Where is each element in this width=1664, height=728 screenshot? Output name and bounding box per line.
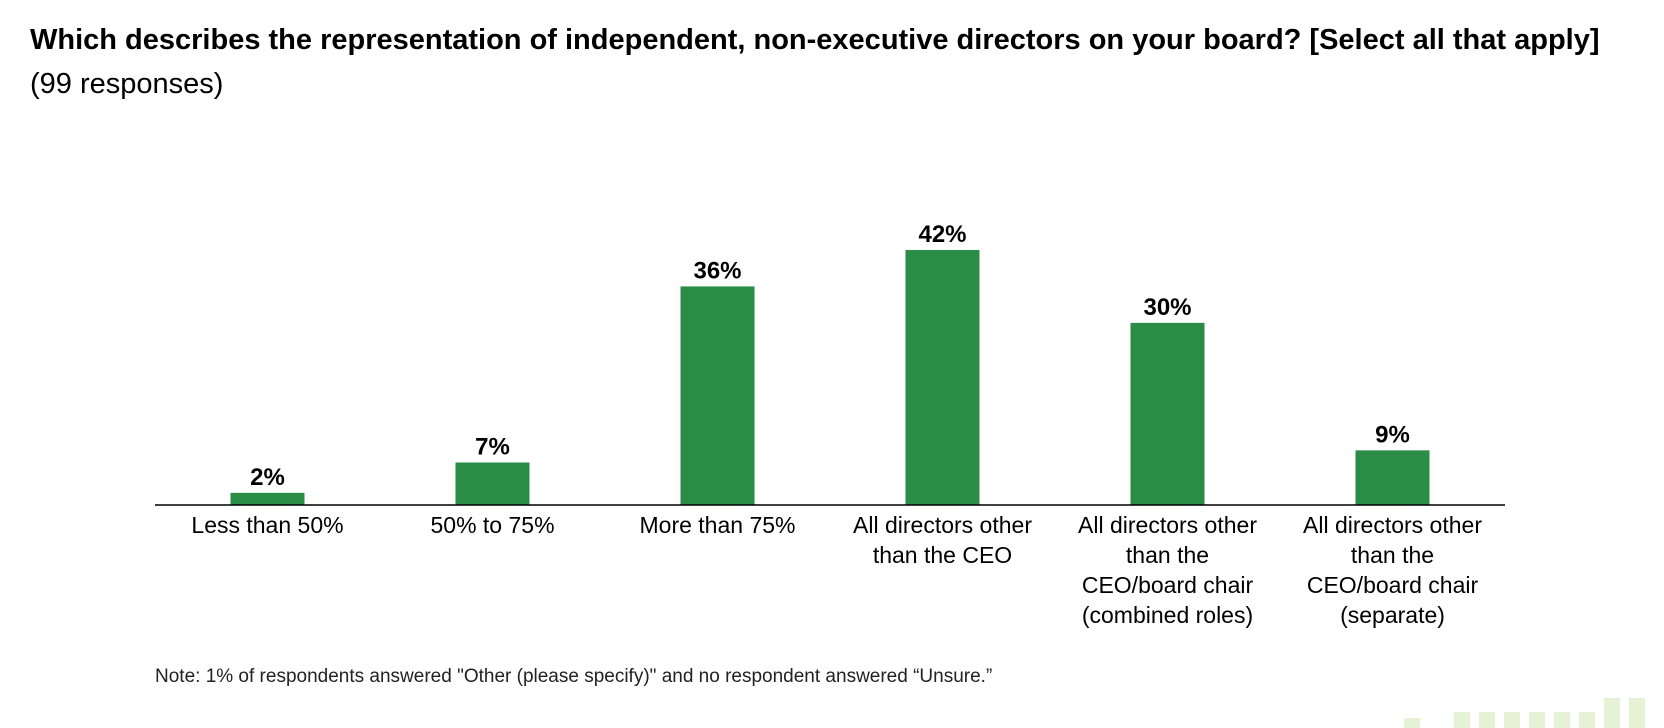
chart-title: Which describes the representation of in… [30, 18, 1640, 106]
category-labels-group: Less than 50% 50% to 75% More than 75% All … [191, 512, 1482, 628]
category-label-3: All directors other than the CEO [853, 512, 1032, 568]
bars-group [230, 250, 1430, 505]
bar-2 [680, 286, 755, 505]
value-label-5: 9% [1375, 421, 1410, 448]
decorative-squares-graphic [1404, 698, 1645, 728]
bar-5 [1355, 450, 1430, 505]
value-label-1: 7% [475, 434, 510, 461]
bar-1 [455, 462, 530, 505]
category-label-2: More than 75% [640, 512, 796, 538]
bar-4 [1130, 322, 1205, 505]
bar-0 [230, 492, 305, 505]
value-labels-group: 2% 7% 36% 42% 30% 9% [250, 221, 1410, 491]
chart-note: Note: 1% of respondents answered "Other … [155, 666, 993, 687]
category-label-5: All directors other than the CEO/board cha… [1303, 512, 1482, 628]
value-label-2: 36% [693, 257, 741, 284]
category-label-0: Less than 50% [191, 512, 343, 538]
value-label-0: 2% [250, 464, 285, 491]
bar-3 [905, 250, 980, 505]
value-label-3: 42% [918, 221, 966, 248]
bar-chart: 2% 7% 36% 42% 30% 9% Less than 50% 50% to 75% M… [155, 221, 1505, 628]
category-label-4: All directors other than the CEO/board cha… [1078, 512, 1257, 628]
value-label-4: 30% [1143, 294, 1191, 321]
chart-question: Which describes the representation of in… [30, 24, 1600, 56]
category-label-1: 50% to 75% [430, 512, 554, 538]
response-count: (99 responses) [30, 68, 224, 100]
